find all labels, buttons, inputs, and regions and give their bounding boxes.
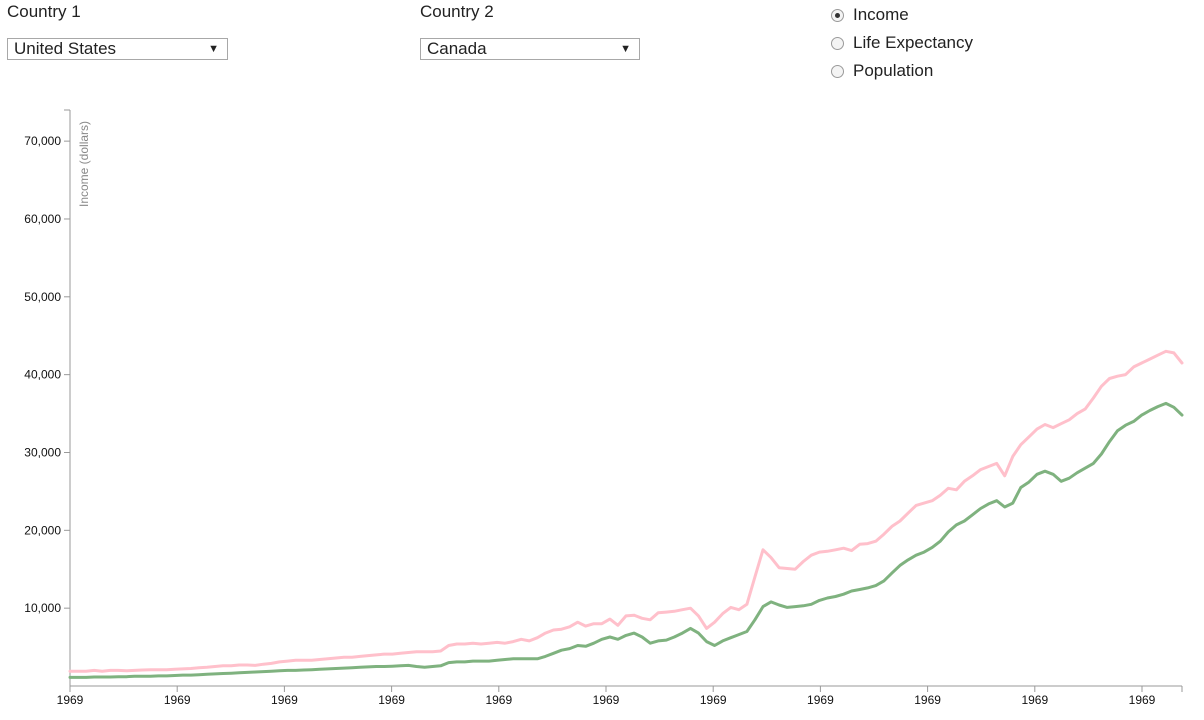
radio-income[interactable]: Income bbox=[831, 3, 909, 27]
y-tick-label: 50,000 bbox=[24, 290, 61, 304]
y-tick-label: 60,000 bbox=[24, 212, 61, 226]
x-tick-label: 1969 bbox=[807, 693, 834, 707]
x-tick-label: 1969 bbox=[700, 693, 727, 707]
x-tick-label: 1969 bbox=[485, 693, 512, 707]
radio-life-expectancy-indicator[interactable] bbox=[831, 36, 844, 50]
country2-label: Country 2 bbox=[420, 2, 494, 21]
country1-value: United States bbox=[14, 39, 117, 58]
series-line-1 bbox=[68, 349, 1184, 673]
y-tick-label: 70,000 bbox=[24, 134, 61, 148]
radio-income-label: Income bbox=[853, 5, 909, 24]
radio-population-indicator[interactable] bbox=[831, 64, 844, 78]
chevron-down-icon: ▼ bbox=[208, 43, 219, 55]
x-tick-label: 1969 bbox=[57, 693, 84, 707]
country1-select[interactable]: United States ▼ bbox=[7, 38, 228, 60]
series-lines bbox=[68, 349, 1184, 679]
radio-income-indicator[interactable] bbox=[831, 8, 844, 22]
radio-population-label: Population bbox=[853, 61, 934, 80]
x-tick-label: 1969 bbox=[1129, 693, 1156, 707]
radio-life-expectancy-label: Life Expectancy bbox=[853, 33, 974, 52]
x-tick-label: 1969 bbox=[593, 693, 620, 707]
y-axis-title: Income (dollars) bbox=[77, 121, 91, 207]
x-tick-label: 1969 bbox=[914, 693, 941, 707]
country2-value: Canada bbox=[427, 39, 487, 58]
y-tick-label: 20,000 bbox=[24, 523, 61, 537]
series-line-2 bbox=[68, 401, 1184, 679]
country2-select[interactable]: Canada ▼ bbox=[420, 38, 640, 60]
x-axis: 1969 1969 1969 1969 1969 1969 1969 1969 1969 1969… bbox=[57, 685, 1183, 707]
x-tick-label: 1969 bbox=[271, 693, 298, 707]
y-tick-label: 30,000 bbox=[24, 445, 61, 459]
y-axis: 10,000 20,000 30,000 40,000 50,000 60,000 70,0… bbox=[24, 109, 71, 686]
y-tick-label: 10,000 bbox=[24, 601, 61, 615]
radio-population[interactable]: Population bbox=[831, 59, 933, 83]
x-tick-label: 1969 bbox=[164, 693, 191, 707]
country1-label: Country 1 bbox=[7, 2, 81, 21]
x-tick-label: 1969 bbox=[378, 693, 405, 707]
radio-life-expectancy[interactable]: Life Expectancy bbox=[831, 31, 973, 55]
x-tick-label: 1969 bbox=[1021, 693, 1048, 707]
chevron-down-icon: ▼ bbox=[620, 43, 631, 55]
y-tick-label: 40,000 bbox=[24, 368, 61, 382]
